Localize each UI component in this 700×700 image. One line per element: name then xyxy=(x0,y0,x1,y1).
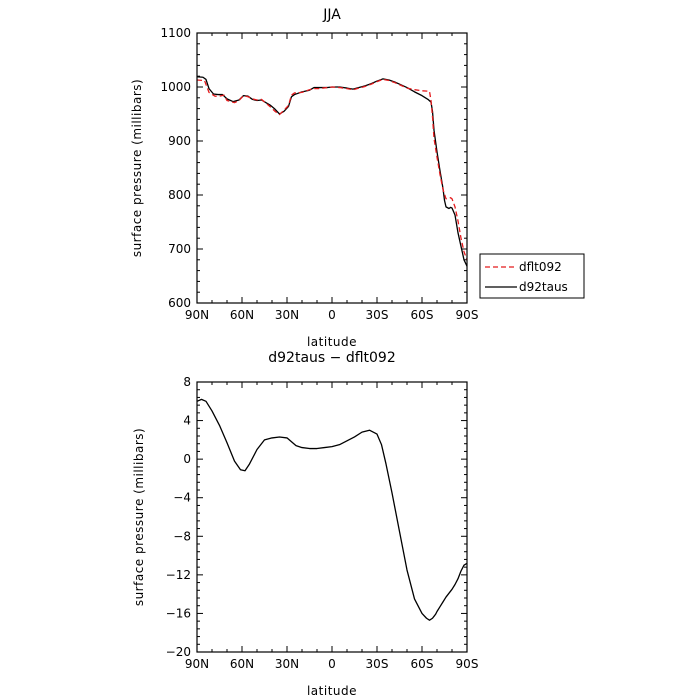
difference-x-tick-label: 90S xyxy=(456,657,479,671)
difference-x-tick-label: 30N xyxy=(275,657,299,671)
difference-series-line-difference xyxy=(196,398,468,621)
difference-y-tick-label: −12 xyxy=(166,568,191,582)
difference-y-tick-label: −8 xyxy=(173,529,191,543)
difference-x-tick-label: 60N xyxy=(230,657,254,671)
difference-x-tick-label: 30S xyxy=(366,657,389,671)
jja-x-tick-label: 60S xyxy=(411,308,434,322)
difference-y-tick-label: −20 xyxy=(166,645,191,659)
difference-x-tick-label: 60S xyxy=(411,657,434,671)
legend-box xyxy=(479,253,585,299)
jja-y-tick-label: 1000 xyxy=(160,80,191,94)
difference-y-tick-label: −16 xyxy=(166,606,191,620)
jja-x-axis-label: latitude xyxy=(307,335,357,349)
legend-label-d92taus: d92taus xyxy=(519,280,568,294)
jja-x-tick-label: 90S xyxy=(456,308,479,322)
jja-series-line-dflt092 xyxy=(196,78,468,261)
jja-y-tick-label: 800 xyxy=(168,188,191,202)
jja-y-axis-label: surface pressure (millibars) xyxy=(130,79,144,257)
jja-x-tick-label: 60N xyxy=(230,308,254,322)
difference-ticks: 90N 60N 30N 0 30S 60S 90S −20 −16 −12 −8 −4 0 4 8 xyxy=(166,375,479,671)
difference-x-axis-label: latitude xyxy=(307,684,357,698)
difference-y-axis-label: surface pressure (millibars) xyxy=(132,428,146,606)
jja-y-tick-label: 600 xyxy=(168,296,191,310)
jja-x-tick-label: 90N xyxy=(185,308,209,322)
jja-y-tick-label: 900 xyxy=(168,134,191,148)
difference-chart-title: d92taus − dflt092 xyxy=(268,350,395,366)
difference-y-tick-label: 0 xyxy=(183,452,191,466)
jja-x-tick-label: 30S xyxy=(366,308,389,322)
jja-y-tick-label: 700 xyxy=(168,242,191,256)
legend-label-dflt092: dflt092 xyxy=(519,260,562,274)
jja-ticks: 90N 60N 30N 0 30S 60S 90S 600 700 800 900 1000 1100 xyxy=(160,26,478,322)
difference-series-lines xyxy=(196,398,468,621)
difference-y-tick-label: 8 xyxy=(183,375,191,389)
jja-x-tick-label: 30N xyxy=(275,308,299,322)
difference-chart: d92taus − dflt092 90N 60N 30N 0 30S 60S 90S −20… xyxy=(132,350,478,698)
jja-chart: JJA 90N 60N 30N 0 30S 60S 90S 600 700 800 900 1000 1… xyxy=(130,7,585,349)
jja-x-tick-label: 0 xyxy=(328,308,336,322)
difference-y-tick-label: 4 xyxy=(183,414,191,428)
jja-series-lines xyxy=(196,76,468,267)
jja-chart-title: JJA xyxy=(322,7,341,23)
difference-x-tick-label: 90N xyxy=(185,657,209,671)
difference-x-tick-label: 0 xyxy=(328,657,336,671)
difference-plot-frame xyxy=(196,381,468,653)
jja-y-tick-label: 1100 xyxy=(160,26,191,40)
jja-legend: dflt092 d92taus xyxy=(479,253,585,299)
difference-y-tick-label: −4 xyxy=(173,491,191,505)
jja-series-line-d92taus xyxy=(196,76,468,267)
jja-plot-frame xyxy=(196,32,468,304)
